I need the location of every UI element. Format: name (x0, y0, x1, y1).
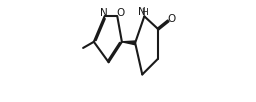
Text: H: H (141, 8, 148, 17)
Text: O: O (167, 14, 175, 24)
Text: O: O (116, 8, 124, 18)
Polygon shape (122, 41, 135, 45)
Text: N: N (100, 8, 108, 18)
Text: N: N (138, 7, 146, 17)
